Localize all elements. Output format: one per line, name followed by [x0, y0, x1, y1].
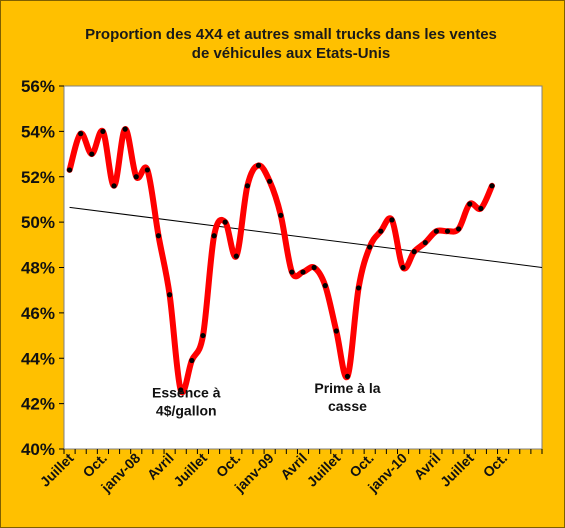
data-point [355, 285, 362, 291]
x-tick-label: Oct. [480, 450, 511, 481]
y-tick-label: 56% [21, 77, 55, 96]
data-point [400, 264, 406, 271]
data-point [200, 332, 206, 339]
data-point [333, 328, 339, 334]
data-point [211, 233, 217, 239]
data-point [467, 201, 473, 207]
data-point [300, 269, 306, 275]
y-tick-label: 46% [21, 304, 55, 323]
y-tick-label: 40% [21, 440, 55, 459]
data-point [389, 217, 395, 223]
data-point [155, 233, 162, 239]
annotation-text: casse [328, 398, 367, 414]
data-point [233, 253, 239, 259]
data-point [311, 264, 317, 271]
data-point [456, 226, 462, 232]
data-point [322, 283, 328, 289]
data-point [66, 167, 73, 173]
trendline [69, 206, 543, 268]
data-point [244, 183, 251, 189]
data-point [111, 183, 117, 189]
data-point [411, 249, 417, 255]
y-tick-label: 42% [21, 395, 55, 414]
data-point [167, 292, 173, 298]
annotation-text: Essence à [152, 385, 221, 401]
data-point [367, 244, 373, 250]
data-point [344, 373, 351, 379]
data-point [289, 269, 295, 275]
data-point [133, 174, 139, 180]
annotation-text: 4$/gallon [156, 403, 217, 419]
annotation-text: Prime à la [314, 380, 380, 396]
y-tick-label: 54% [21, 122, 55, 141]
data-point [478, 205, 484, 212]
data-point [378, 228, 384, 234]
data-point [433, 228, 439, 234]
data-point [278, 212, 284, 218]
x-tick-label: Juillet [437, 450, 477, 490]
series-line [66, 126, 495, 396]
data-point [122, 126, 128, 132]
data-point [178, 387, 184, 393]
data-point [222, 219, 228, 225]
data-point [444, 228, 451, 234]
chart-title: Proportion des 4X4 et autres small truck… [85, 26, 497, 62]
plot-area [63, 85, 543, 450]
data-point [144, 167, 150, 173]
data-point [189, 357, 195, 364]
data-point [78, 131, 84, 137]
y-tick-label: 44% [21, 349, 55, 368]
y-tick-label: 48% [21, 259, 55, 278]
y-tick-label: 52% [21, 168, 55, 187]
data-point [100, 128, 106, 134]
data-point [89, 151, 95, 157]
data-point [267, 178, 273, 184]
y-tick-label: 50% [21, 213, 55, 232]
x-tick-label: Juillet [170, 450, 210, 490]
data-point [422, 239, 428, 246]
data-point [489, 183, 495, 189]
data-point [255, 162, 262, 169]
x-tick-label: Juillet [304, 450, 344, 490]
